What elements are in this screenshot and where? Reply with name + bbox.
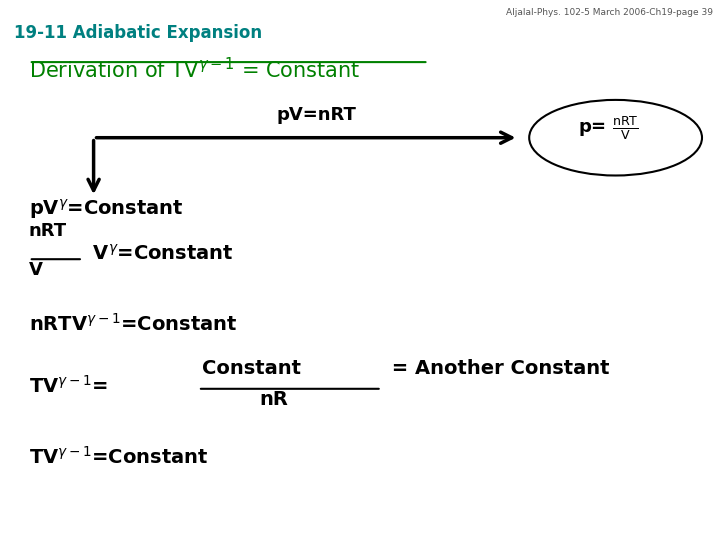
Text: nR: nR — [259, 390, 288, 409]
Text: Constant: Constant — [202, 359, 301, 378]
Text: TV$^{\gamma-1}$=: TV$^{\gamma-1}$= — [29, 375, 109, 397]
Text: p= $\frac{\mathrm{nRT}}{\mathrm{V}}$: p= $\frac{\mathrm{nRT}}{\mathrm{V}}$ — [578, 114, 639, 142]
Text: V$^{\gamma}$=Constant: V$^{\gamma}$=Constant — [86, 244, 234, 264]
Text: pV$^{\gamma}$=Constant: pV$^{\gamma}$=Constant — [29, 197, 184, 221]
Text: nRTV$^{\gamma-1}$=Constant: nRTV$^{\gamma-1}$=Constant — [29, 313, 237, 335]
Text: Aljalal-Phys. 102-5 March 2006-Ch19-page 39: Aljalal-Phys. 102-5 March 2006-Ch19-page… — [505, 8, 713, 17]
Text: V: V — [29, 261, 42, 279]
Text: pV=nRT: pV=nRT — [277, 106, 356, 124]
Text: TV$^{\gamma-1}$=Constant: TV$^{\gamma-1}$=Constant — [29, 446, 208, 468]
Text: 19-11 Adiabatic Expansion: 19-11 Adiabatic Expansion — [14, 24, 263, 42]
Text: = Another Constant: = Another Constant — [385, 359, 610, 378]
Text: nRT: nRT — [29, 222, 67, 240]
Text: Derivation of TV$^{\gamma-1}$ = Constant: Derivation of TV$^{\gamma-1}$ = Constant — [29, 57, 361, 82]
